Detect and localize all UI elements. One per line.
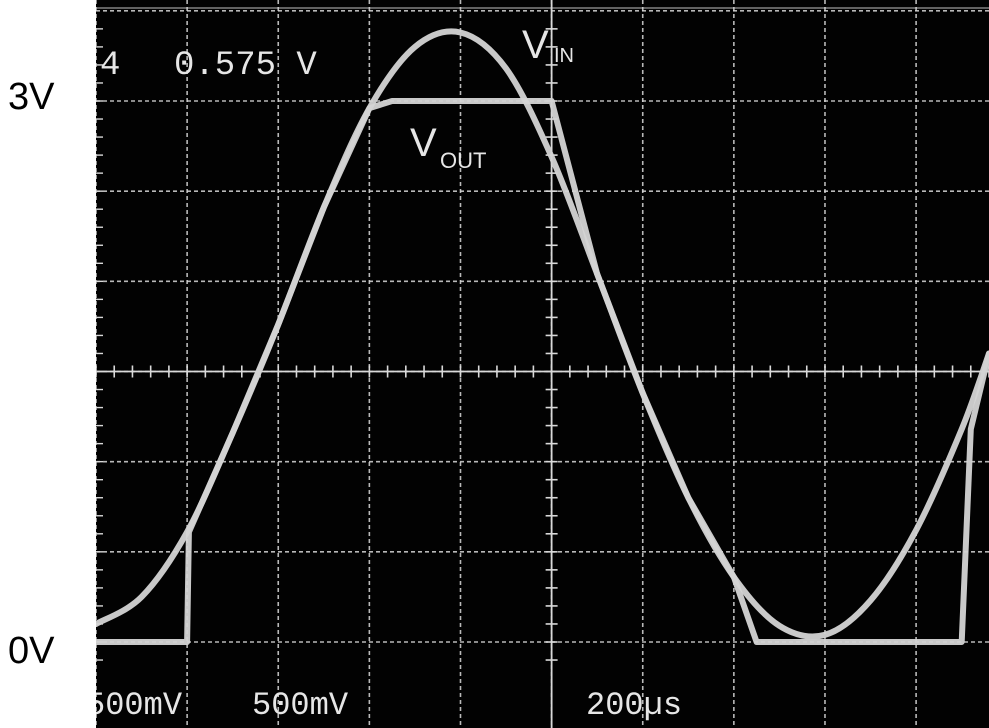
ch1-scale: 500mV xyxy=(96,687,183,724)
vin-label: V IN xyxy=(522,23,574,67)
vin-label-main: V xyxy=(522,23,549,67)
y-label-0v: 0V xyxy=(8,630,55,672)
readout-prefix: 4 xyxy=(100,47,120,85)
timebase: 200µs xyxy=(586,687,682,724)
vin-label-sub: IN xyxy=(554,45,574,67)
vout-label-sub: OUT xyxy=(440,148,486,173)
traces xyxy=(96,28,989,645)
oscilloscope-plot: 4 0.575 V V IN V OUT 500mV 500mV 200µs xyxy=(96,0,989,728)
vout-label-main: V xyxy=(410,121,437,165)
graticule xyxy=(96,0,989,728)
oscilloscope-screen: 4 0.575 V V IN V OUT 500mV 500mV 200µs xyxy=(96,0,989,728)
readout-voltage: 0.575 V xyxy=(174,47,317,85)
ch2-scale: 500mV xyxy=(252,687,349,724)
vout-label: V OUT xyxy=(410,121,486,173)
vout-trace xyxy=(96,98,989,645)
screen-background xyxy=(96,0,989,728)
y-label-3v: 3V xyxy=(8,76,55,118)
